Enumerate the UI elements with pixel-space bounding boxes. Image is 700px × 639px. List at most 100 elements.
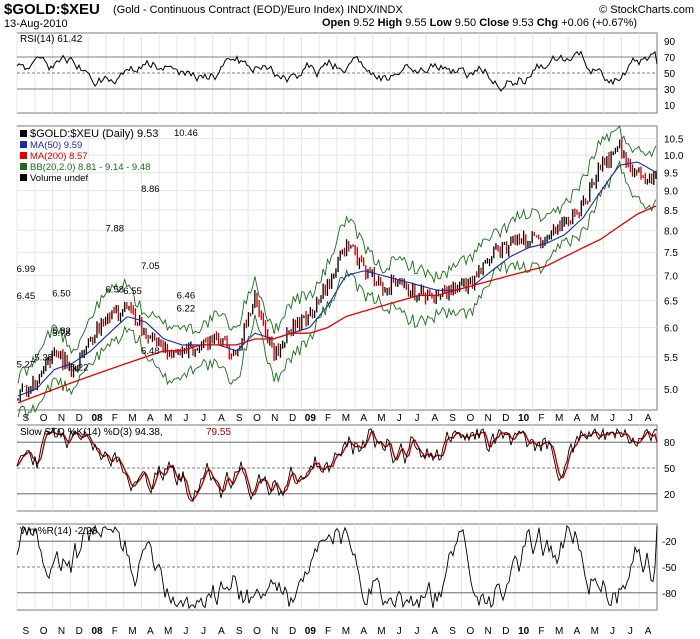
sto-k-line [16,427,658,502]
wmr-label: Wm%R(14) -2.28 [20,526,98,537]
legend-swatch [20,174,27,181]
ohlc-readout: Open 9.52 High 9.55 Low 9.50 Close 9.53 … [322,17,637,29]
x-tick-label: D [502,626,509,637]
x-tick-label: M [555,626,563,637]
x-tick-label: F [325,626,331,637]
x-tick-label: J [628,413,633,424]
chg-value: +0.06 (+0.67%) [561,17,638,29]
price-annotation: 7.05 [141,261,160,272]
x-tick-label: F [112,626,118,637]
price-annotation: 5.27 [17,359,36,370]
x-tick-label: J [201,626,206,637]
x-tick-label: M [591,626,599,637]
open-value: 9.52 [353,17,375,29]
x-tick-label: 10 [518,413,530,424]
x-tick-label: N [271,626,278,637]
legend-entry: $GOLD:$XEU (Daily) 9.53 [30,128,158,140]
high-value: 9.55 [405,17,427,29]
wmr-tick-label: -50 [662,563,677,574]
price-annotation: 6.22 [177,303,196,314]
x-tick-label: 08 [91,413,103,424]
ma50-line [17,161,657,397]
x-tick-label: J [610,413,615,424]
price-tick-label: 5.0 [664,385,678,396]
chg-label: Chg [536,17,559,29]
price-tick-label: 10.0 [664,151,684,162]
x-tick-label: J [610,626,615,637]
price-annotation: 6.55 [123,286,142,297]
x-tick-label: N [58,413,65,424]
x-tick-label: D [289,413,296,424]
x-tick-label: J [415,626,420,637]
price-annotation: 10.46 [174,128,198,139]
price-annotation: 6.58 [106,284,125,295]
legend-entry: MA(200) 8.57 [30,151,88,162]
price-annotation: 6.99 [17,264,36,275]
x-tick-label: J [201,413,206,424]
price-annotation: 6.45 [17,291,36,302]
x-tick-label: A [431,626,438,637]
x-tick-label: O [466,413,474,424]
x-tick-label: S [23,413,30,424]
x-tick-label: M [555,413,563,424]
x-tick-label: A [218,626,225,637]
x-tick-label: O [253,626,261,637]
stockcharts-brand: © StockCharts.com [599,4,694,16]
rsi-tick-label: 10 [664,101,676,112]
x-tick-label: A [360,413,367,424]
x-tick-label: 09 [305,626,317,637]
x-tick-label: F [325,413,331,424]
wmr-line [16,524,658,610]
legend-swatch [20,130,27,137]
x-tick-label: F [538,626,544,637]
x-tick-label: D [76,413,83,424]
x-tick-label: N [484,413,491,424]
sto-label: Slow STO %K(14) %D(3) 94.38, [20,427,163,438]
rsi-tick-label: 70 [664,53,676,64]
x-tick-label: O [40,626,48,637]
x-tick-label: M [164,626,172,637]
bollinger-upper [17,125,657,384]
x-tick-label: S [449,413,456,424]
x-tick-label: M [164,413,172,424]
price-annotation: 7.88 [106,224,125,235]
price-tick-label: 6.5 [664,297,678,308]
sto-tick-label: 50 [664,464,676,475]
rsi-tick-label: 90 [664,37,676,48]
x-tick-label: D [502,413,509,424]
price-tick-label: 10.5 [664,135,684,146]
x-tick-label: N [484,626,491,637]
rsi-tick-label: 50 [664,69,676,80]
ma200-line [17,205,657,404]
x-tick-label: 10 [518,626,530,637]
x-tick-label: J [397,413,402,424]
legend-entry: BB(20,2.0) 8.81 - 9.14 - 9.48 [30,162,150,173]
x-tick-label: S [449,626,456,637]
x-tick-label: O [40,413,48,424]
legend-swatch [20,141,27,148]
sto-tick-label: 80 [664,438,676,449]
x-tick-label: A [360,626,367,637]
x-tick-label: S [236,413,243,424]
price-annotation: 5.22 [70,363,89,374]
x-tick-label: A [431,413,438,424]
x-tick-label: S [236,626,243,637]
legend-entry: Volume undef [30,173,88,184]
price-bars [17,138,657,403]
x-tick-label: J [397,626,402,637]
x-tick-label: N [58,626,65,637]
high-label: High [377,17,403,29]
x-tick-label: M [342,413,350,424]
x-tick-label: M [377,626,385,637]
x-tick-label: M [128,626,136,637]
close-value: 9.53 [512,17,534,29]
low-label: Low [429,17,452,29]
x-tick-label: 09 [305,413,317,424]
legend-swatch [20,152,27,159]
x-tick-label: M [377,413,385,424]
x-tick-label: A [147,626,154,637]
price-annotation: 5.78 [52,328,71,339]
price-tick-label: 8.0 [664,226,678,237]
